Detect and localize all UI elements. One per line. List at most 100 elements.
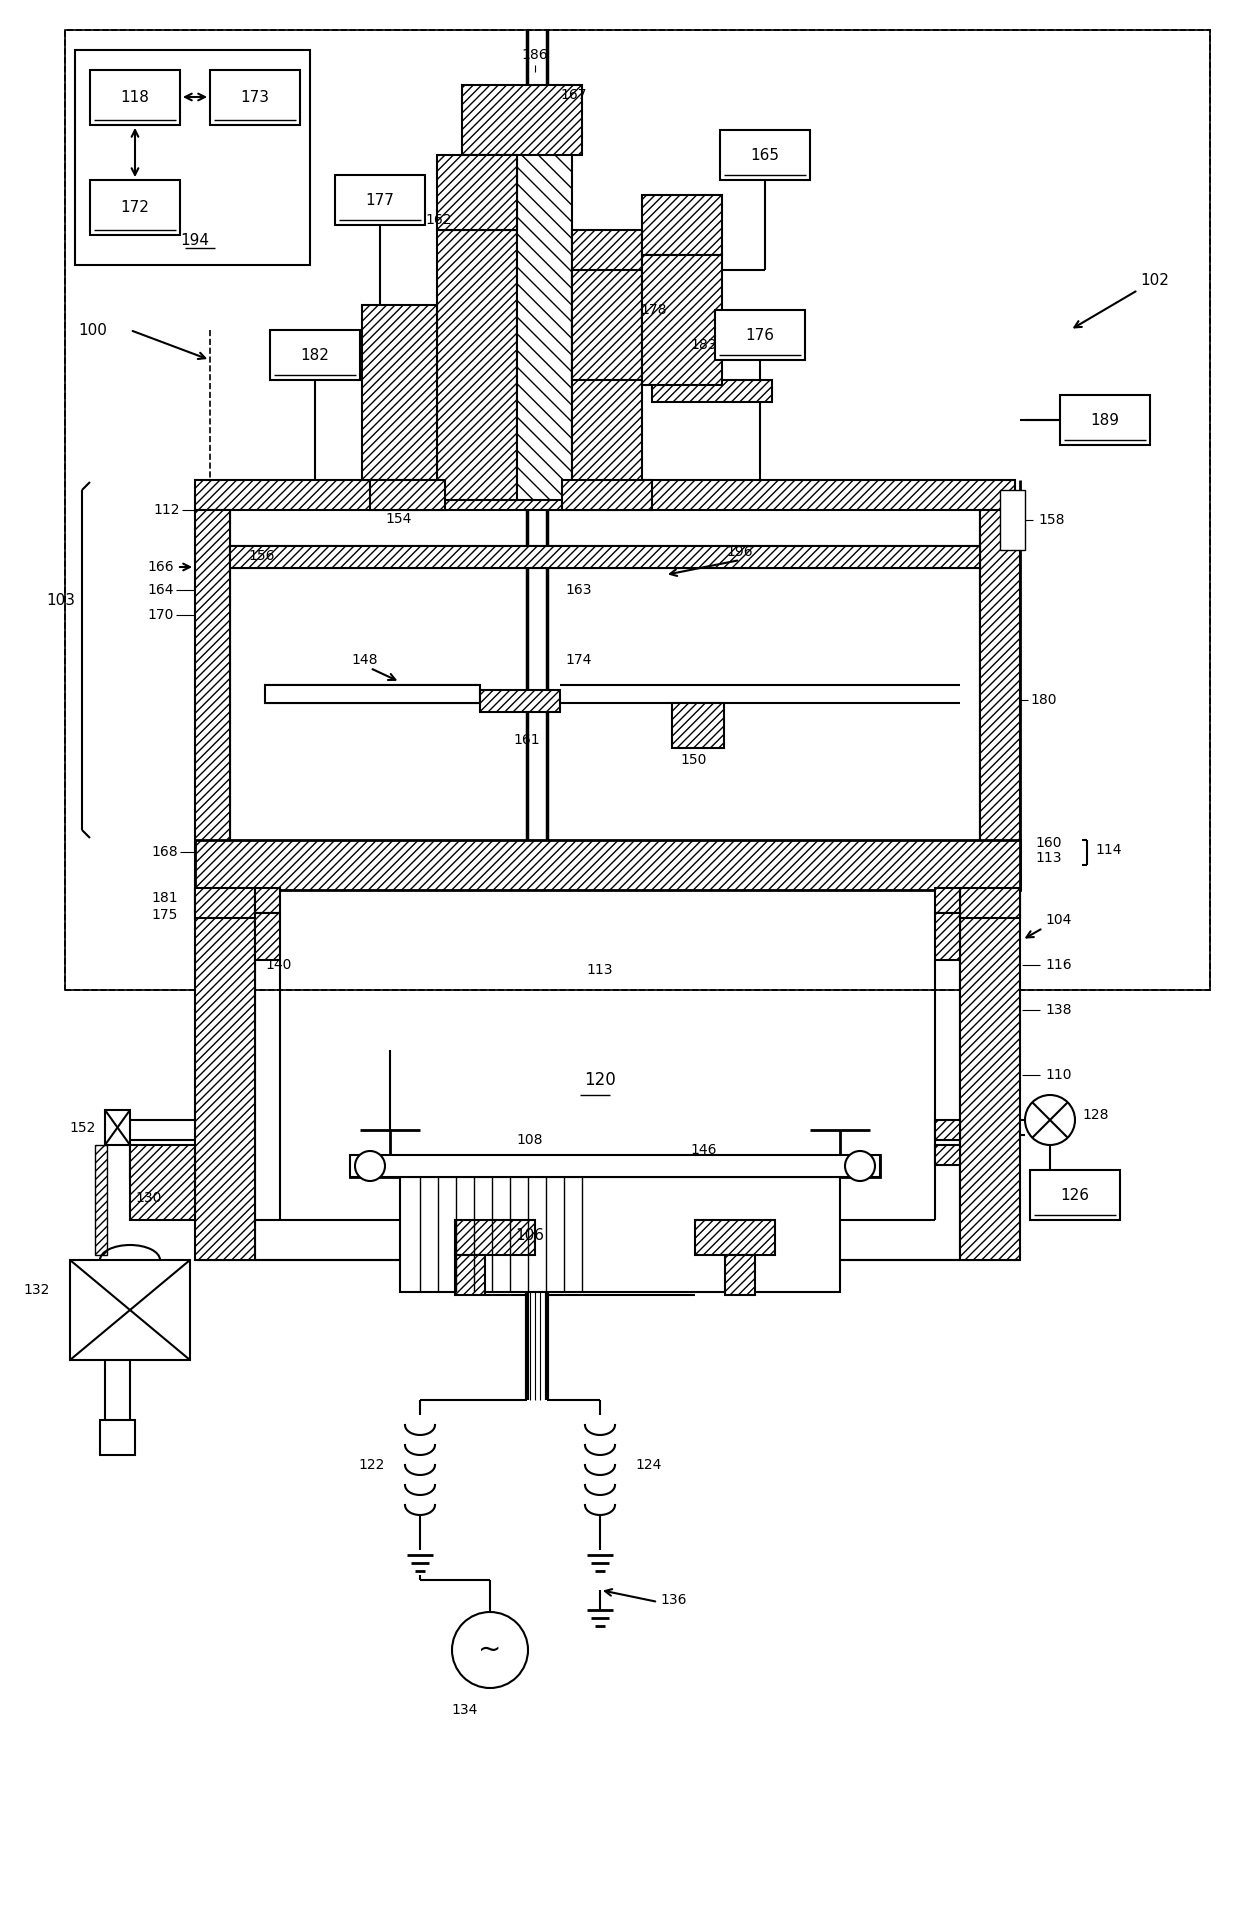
Text: 183: 183 <box>689 337 717 353</box>
Bar <box>935 1146 960 1165</box>
Bar <box>720 130 810 180</box>
Text: 189: 189 <box>1090 412 1120 427</box>
Bar <box>672 703 724 747</box>
Text: 120: 120 <box>584 1071 616 1088</box>
Text: 181: 181 <box>151 891 179 904</box>
Bar <box>436 230 517 500</box>
Bar <box>255 887 280 914</box>
Text: 170: 170 <box>148 607 174 623</box>
Bar <box>480 690 560 713</box>
Bar <box>210 71 300 125</box>
Text: 126: 126 <box>1060 1188 1090 1203</box>
Text: 166: 166 <box>148 559 174 575</box>
Text: 108: 108 <box>517 1132 543 1148</box>
Text: 158: 158 <box>1038 513 1064 527</box>
Text: 165: 165 <box>750 148 780 163</box>
Text: 146: 146 <box>689 1144 717 1157</box>
Text: 102: 102 <box>1140 272 1169 287</box>
Bar <box>935 887 960 914</box>
Text: 130: 130 <box>135 1192 161 1205</box>
Bar <box>195 481 1016 510</box>
Bar <box>195 887 255 918</box>
Text: 113: 113 <box>587 964 614 977</box>
Bar <box>100 1420 135 1454</box>
Text: 186: 186 <box>522 48 548 61</box>
Text: 106: 106 <box>516 1228 544 1242</box>
Text: 164: 164 <box>148 582 174 598</box>
Bar <box>350 1155 880 1176</box>
Bar <box>91 71 180 125</box>
Text: 116: 116 <box>1045 958 1071 971</box>
Text: 156: 156 <box>248 550 274 563</box>
Bar <box>195 510 229 891</box>
Text: 178: 178 <box>640 303 667 316</box>
Text: 100: 100 <box>78 322 107 337</box>
Text: 163: 163 <box>565 582 591 598</box>
Text: 180: 180 <box>1030 694 1056 707</box>
Bar <box>401 1176 839 1291</box>
Bar <box>517 100 572 500</box>
Bar <box>1030 1171 1120 1220</box>
Bar <box>652 379 773 402</box>
Bar <box>1060 395 1149 445</box>
Bar <box>64 31 1210 991</box>
Bar <box>715 310 805 360</box>
Text: 176: 176 <box>745 328 775 343</box>
Text: 150: 150 <box>680 753 707 766</box>
Text: 110: 110 <box>1045 1067 1071 1083</box>
Text: 154: 154 <box>384 512 412 527</box>
Circle shape <box>1025 1096 1075 1146</box>
Bar <box>362 305 436 481</box>
Text: 161: 161 <box>513 734 541 747</box>
Text: 162: 162 <box>425 213 453 226</box>
Text: 172: 172 <box>120 199 150 215</box>
Bar <box>694 1220 775 1255</box>
Text: 148: 148 <box>352 653 378 667</box>
Text: 175: 175 <box>151 908 179 922</box>
Text: 113: 113 <box>1035 851 1061 864</box>
Bar <box>935 1121 960 1140</box>
Bar <box>195 839 1021 891</box>
Bar <box>642 195 722 255</box>
Text: 138: 138 <box>1045 1002 1071 1017</box>
Text: 196: 196 <box>727 544 754 559</box>
Bar <box>562 481 652 510</box>
Text: 182: 182 <box>300 347 330 362</box>
Circle shape <box>355 1152 384 1180</box>
Bar <box>960 891 1021 1261</box>
Bar <box>999 490 1025 550</box>
Text: 118: 118 <box>120 90 150 105</box>
Bar <box>91 180 180 236</box>
Bar <box>265 686 480 703</box>
Bar <box>725 1255 755 1295</box>
Text: 136: 136 <box>660 1592 687 1608</box>
Bar <box>130 1146 143 1180</box>
Bar <box>455 1255 485 1295</box>
Bar <box>455 1220 534 1255</box>
Text: 194: 194 <box>181 232 210 247</box>
Bar <box>463 84 582 155</box>
Text: 128: 128 <box>1083 1107 1109 1123</box>
Bar <box>960 887 1021 918</box>
Text: ~: ~ <box>479 1636 502 1663</box>
Bar <box>572 230 642 500</box>
Text: 122: 122 <box>358 1458 384 1471</box>
Text: 173: 173 <box>241 90 269 105</box>
Bar <box>130 1146 195 1220</box>
Bar <box>270 330 360 379</box>
Bar <box>572 270 642 379</box>
Bar <box>105 1109 130 1146</box>
Text: 160: 160 <box>1035 835 1061 851</box>
Text: 114: 114 <box>1095 843 1121 856</box>
Circle shape <box>844 1152 875 1180</box>
Text: 140: 140 <box>265 958 291 971</box>
Bar <box>980 510 1021 891</box>
Text: 134: 134 <box>451 1703 477 1717</box>
Text: 112: 112 <box>154 504 180 517</box>
Bar <box>229 546 980 567</box>
Bar <box>195 891 255 1261</box>
Bar <box>350 1155 880 1176</box>
Bar <box>95 1146 107 1255</box>
Text: 167: 167 <box>560 88 587 102</box>
Bar <box>935 914 960 960</box>
